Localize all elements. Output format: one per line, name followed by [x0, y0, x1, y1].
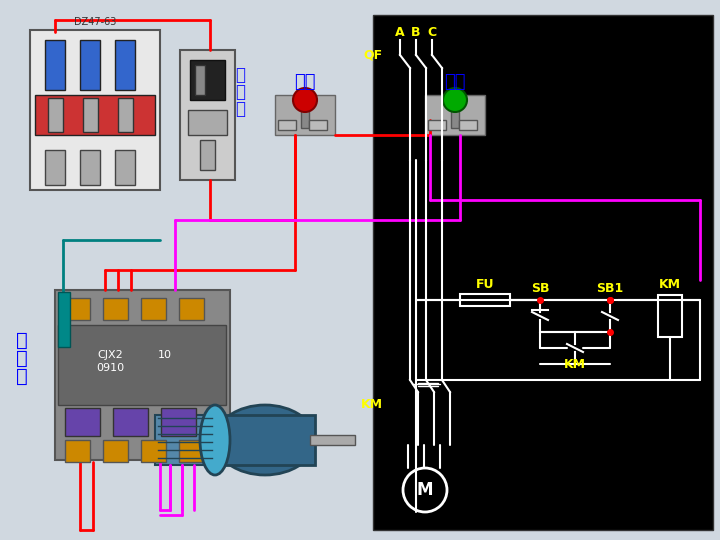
Bar [310, 435, 355, 445]
Bar [215, 415, 315, 465]
Bar [115, 40, 135, 90]
Bar [35, 95, 155, 135]
Bar [141, 440, 166, 462]
Circle shape [293, 88, 317, 112]
Bar [195, 65, 205, 95]
Bar [58, 325, 226, 405]
Bar [103, 298, 128, 320]
Text: SB: SB [531, 281, 549, 294]
Bar [48, 98, 63, 132]
Text: 启动: 启动 [444, 73, 466, 91]
Bar [115, 150, 135, 185]
Text: FU: FU [476, 278, 494, 291]
Bar [459, 120, 477, 130]
Bar [45, 150, 65, 185]
Bar [30, 30, 160, 190]
Bar [80, 40, 100, 90]
Text: KM: KM [361, 399, 383, 411]
Text: 断: 断 [235, 66, 245, 84]
Bar [161, 408, 196, 436]
Bar [118, 98, 133, 132]
Bar [460, 294, 510, 306]
Circle shape [443, 88, 467, 112]
Text: KM: KM [564, 359, 586, 372]
Text: KM: KM [659, 278, 681, 291]
Bar [83, 98, 98, 132]
Text: C: C [428, 25, 436, 38]
Ellipse shape [215, 405, 315, 475]
Bar [658, 295, 682, 337]
Bar [155, 415, 215, 465]
Bar [188, 110, 227, 135]
Text: 接: 接 [16, 330, 28, 349]
Bar [113, 408, 148, 436]
Bar [58, 292, 70, 347]
Text: CJX2: CJX2 [97, 350, 123, 360]
Text: 触: 触 [16, 348, 28, 368]
Bar [65, 440, 90, 462]
Text: M: M [417, 481, 433, 499]
Text: 器: 器 [16, 367, 28, 386]
Bar [428, 120, 446, 130]
Text: 路: 路 [235, 83, 245, 101]
Bar [65, 298, 90, 320]
Text: B: B [411, 25, 420, 38]
Bar [179, 440, 204, 462]
Text: A: A [395, 25, 405, 38]
Bar [190, 60, 225, 100]
Bar [141, 298, 166, 320]
Bar [180, 50, 235, 180]
Ellipse shape [200, 405, 230, 475]
Bar [55, 290, 230, 460]
Bar [200, 140, 215, 170]
Text: 10: 10 [158, 350, 172, 360]
Text: 0910: 0910 [96, 363, 124, 373]
Bar [103, 440, 128, 462]
Bar [45, 40, 65, 90]
Bar [278, 120, 296, 130]
Bar [179, 298, 204, 320]
Bar [309, 120, 327, 130]
Bar [373, 15, 713, 530]
Text: 器: 器 [235, 100, 245, 118]
Bar [451, 108, 459, 128]
Text: SB1: SB1 [596, 281, 624, 294]
Bar [275, 95, 335, 135]
Bar [301, 108, 309, 128]
Bar [0, 0, 370, 540]
Bar [80, 150, 100, 185]
Text: QF: QF [364, 49, 383, 62]
Text: DZ47-63: DZ47-63 [74, 17, 116, 27]
Bar [65, 408, 100, 436]
Bar [425, 95, 485, 135]
Text: 停止: 停止 [294, 73, 316, 91]
